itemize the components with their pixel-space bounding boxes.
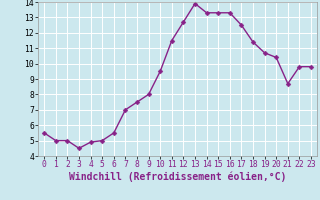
X-axis label: Windchill (Refroidissement éolien,°C): Windchill (Refroidissement éolien,°C): [69, 172, 286, 182]
